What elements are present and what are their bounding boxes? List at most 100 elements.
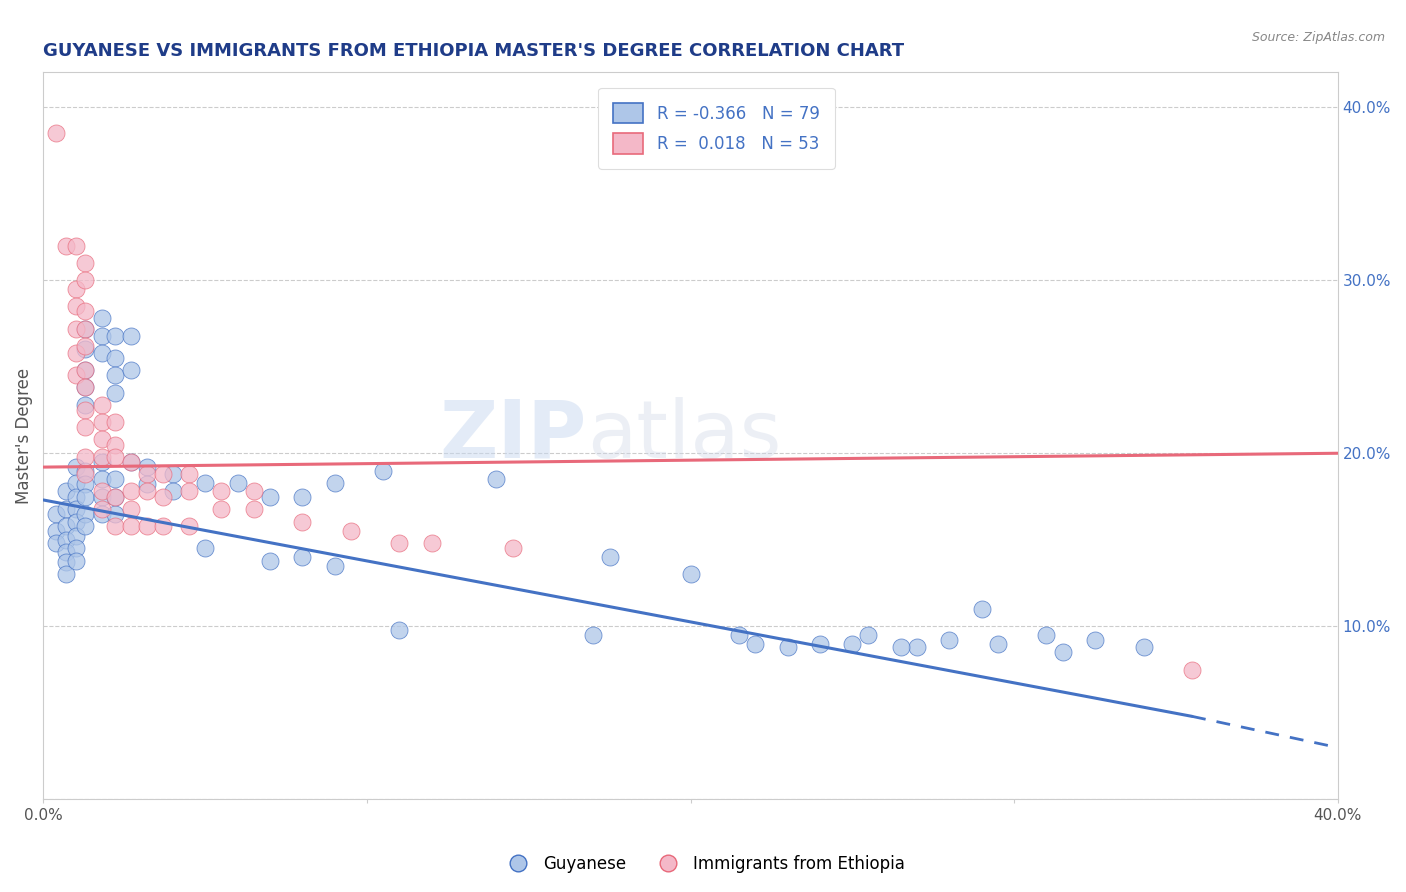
Point [90,433,112,447]
Point [242,501,264,516]
Point [55,484,77,499]
Point [970,602,993,616]
Point [90,501,112,516]
Text: GUYANESE VS IMMIGRANTS FROM ETHIOPIA MASTER'S DEGREE CORRELATION CHART: GUYANESE VS IMMIGRANTS FROM ETHIOPIA MAS… [44,42,904,60]
Point [90,415,112,429]
Point [1132,640,1154,654]
Point [152,490,174,504]
Point [90,490,112,504]
Point [841,637,863,651]
Point [162,484,184,499]
Point [55,545,77,559]
Point [388,623,411,637]
Point [104,368,127,383]
Point [136,519,159,533]
Point [152,519,174,533]
Point [90,484,112,499]
Point [75,321,97,335]
Point [65,299,87,313]
Point [75,450,97,464]
Point [90,455,112,469]
Point [291,516,314,530]
Point [373,464,395,478]
Point [162,467,184,481]
Point [120,455,142,469]
Point [323,558,346,573]
Point [75,464,97,478]
Point [177,467,200,481]
Point [242,484,264,499]
Point [90,507,112,521]
Point [90,311,112,326]
Point [65,475,87,490]
Point [582,628,605,642]
Point [120,484,142,499]
Point [226,475,249,490]
Point [75,380,97,394]
Legend: Guyanese, Immigrants from Ethiopia: Guyanese, Immigrants from Ethiopia [495,848,911,880]
Point [55,501,77,516]
Point [45,536,67,550]
Point [120,363,142,377]
Point [1035,628,1057,642]
Point [177,484,200,499]
Point [75,273,97,287]
Legend: R = -0.366   N = 79, R =  0.018   N = 53: R = -0.366 N = 79, R = 0.018 N = 53 [599,88,835,169]
Point [104,385,127,400]
Point [65,516,87,530]
Point [136,460,159,475]
Point [152,467,174,481]
Point [120,455,142,469]
Point [75,507,97,521]
Point [120,328,142,343]
Point [75,321,97,335]
Point [65,553,87,567]
Y-axis label: Master's Degree: Master's Degree [15,368,32,504]
Point [485,472,508,486]
Point [120,501,142,516]
Text: ZIP: ZIP [440,397,586,475]
Point [104,472,127,486]
Point [65,490,87,504]
Point [45,507,67,521]
Point [75,490,97,504]
Point [65,321,87,335]
Point [259,490,281,504]
Point [90,328,112,343]
Point [194,541,217,556]
Point [987,637,1010,651]
Point [65,368,87,383]
Point [136,484,159,499]
Point [776,640,799,654]
Point [90,346,112,360]
Point [858,628,880,642]
Point [55,567,77,582]
Point [420,536,443,550]
Point [90,472,112,486]
Text: atlas: atlas [586,397,782,475]
Point [104,415,127,429]
Point [388,536,411,550]
Point [104,507,127,521]
Point [104,519,127,533]
Point [75,363,97,377]
Point [55,238,77,252]
Point [75,477,97,491]
Point [291,490,314,504]
Point [808,637,831,651]
Point [938,633,960,648]
Point [75,467,97,481]
Point [890,640,912,654]
Point [679,567,702,582]
Point [65,501,87,516]
Point [75,304,97,318]
Point [291,550,314,565]
Point [55,533,77,547]
Point [136,477,159,491]
Point [75,398,97,412]
Point [75,519,97,533]
Point [65,346,87,360]
Point [502,541,524,556]
Point [1052,645,1074,659]
Point [65,529,87,543]
